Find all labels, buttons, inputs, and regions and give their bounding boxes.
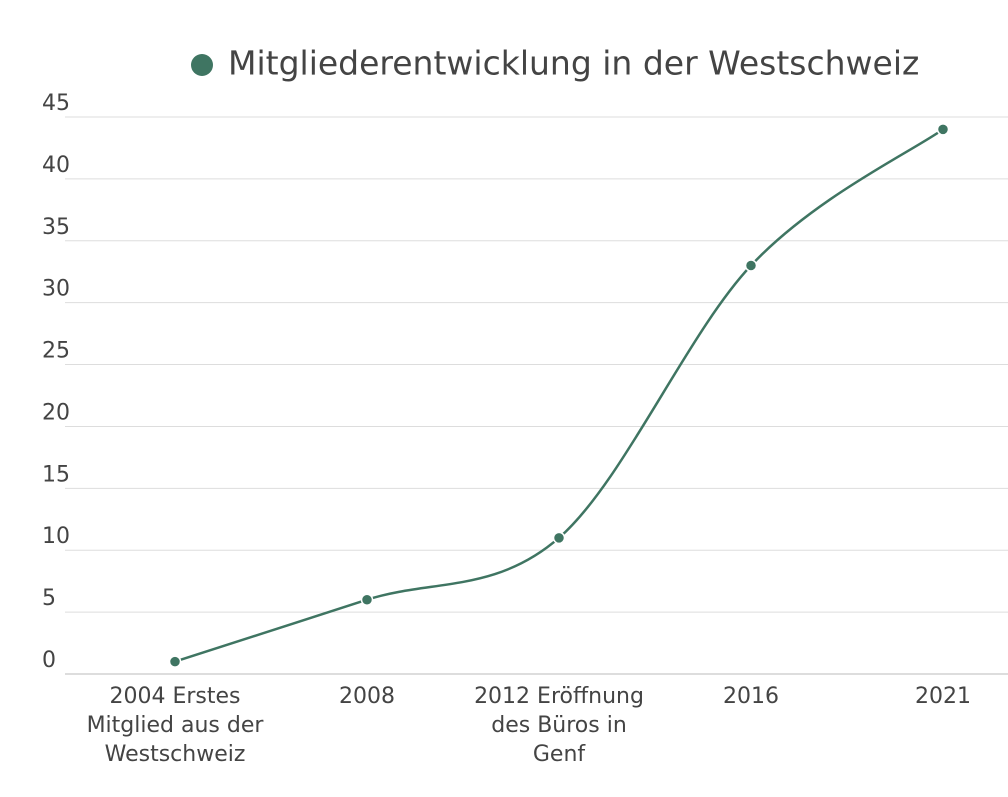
- x-tick-label: 2004 Erstes Mitglied aus der Westschweiz: [87, 684, 265, 767]
- y-tick-label: 15: [42, 462, 70, 487]
- y-tick-label: 40: [42, 153, 70, 178]
- x-tick-label: 2016: [723, 684, 779, 709]
- y-tick-label: 0: [42, 648, 56, 673]
- y-tick-label: 20: [42, 400, 70, 425]
- legend-label: Mitgliederentwicklung in der Westschweiz: [228, 44, 919, 83]
- y-tick-label: 5: [42, 586, 56, 611]
- x-tick-label: 2021: [915, 684, 971, 709]
- y-tick-label: 45: [42, 91, 70, 116]
- y-tick-label: 35: [42, 215, 70, 240]
- point: [360, 593, 374, 606]
- legend-marker: [191, 54, 213, 76]
- x-tick-label: 2008: [339, 684, 395, 709]
- y-tick-label: 30: [42, 277, 70, 302]
- point: [168, 655, 182, 668]
- point: [744, 259, 758, 272]
- y-tick-label: 10: [42, 524, 70, 549]
- x-tick-label: 2012 Eröffnung des Büros in Genf: [474, 684, 644, 767]
- y-tick-label: 25: [42, 339, 70, 364]
- point: [552, 531, 566, 545]
- point: [936, 123, 950, 136]
- line: [174, 128, 944, 663]
